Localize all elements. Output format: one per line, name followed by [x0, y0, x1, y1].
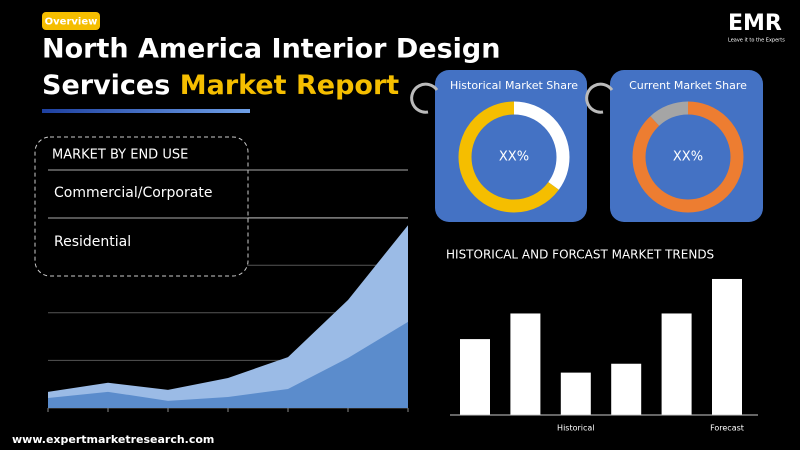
segment-title: MARKET BY END USE	[52, 148, 188, 163]
card-title: Current Market Share	[629, 79, 747, 92]
logo-name: EMR	[728, 11, 782, 36]
tag-text: Overview	[45, 17, 98, 28]
bar	[712, 278, 742, 415]
bar	[611, 363, 642, 415]
logo: EMR Leave it to the Experts	[728, 11, 785, 44]
cycle-icon	[410, 82, 439, 114]
donuts: Historical Market Share XX% Current Market…	[450, 79, 747, 213]
card-title: Historical Market Share	[450, 79, 578, 92]
bar	[661, 313, 692, 415]
tag	[42, 12, 100, 30]
x-tick-label: Historical	[557, 424, 594, 433]
x-tick-label: Forecast	[710, 424, 744, 433]
center-label: XX%	[499, 150, 529, 165]
segment-box	[34, 136, 249, 277]
center-label: XX%	[673, 150, 703, 165]
segment-item: Commercial/Corporate	[54, 185, 212, 201]
area	[48, 321, 408, 408]
underline	[42, 109, 250, 113]
bar	[560, 372, 591, 415]
bar	[510, 313, 541, 415]
bar	[460, 339, 490, 415]
title-highlight: Market Report	[180, 70, 400, 101]
bar-chart: HISTORICAL AND FORCAST MARKET TRENDS Hist…	[446, 248, 758, 433]
bar-title: HISTORICAL AND FORCAST MARKET TRENDS	[446, 248, 714, 262]
cycle-icon	[585, 82, 614, 114]
logo-tagline: Leave it to the Experts	[728, 38, 785, 44]
title: Services Market Report	[42, 70, 399, 101]
segment-item: Residential	[54, 234, 131, 250]
title: Services	[42, 70, 170, 101]
title: North America Interior Design	[42, 34, 500, 65]
area	[48, 225, 408, 408]
footer-url: www.expertmarketresearch.com	[12, 433, 214, 446]
donut-segment	[458, 101, 570, 213]
donut-segment	[632, 101, 744, 213]
